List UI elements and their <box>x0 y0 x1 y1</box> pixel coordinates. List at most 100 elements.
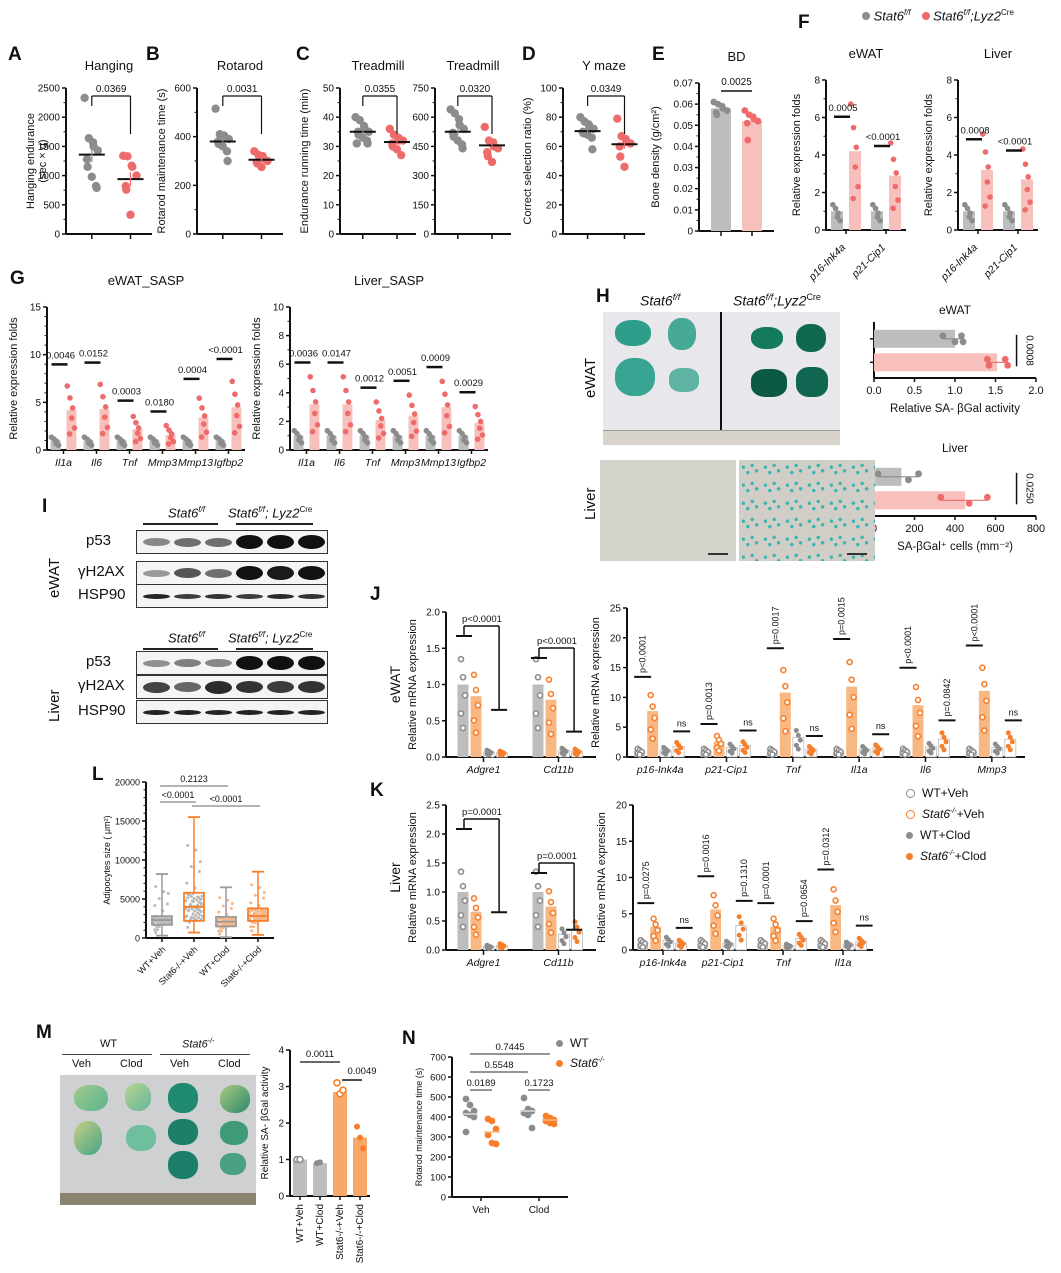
blot-band <box>236 709 263 715</box>
data-point <box>439 378 446 385</box>
data-point <box>463 440 470 446</box>
data-point <box>984 179 991 185</box>
legend-item: Stat6-/- <box>556 1056 605 1070</box>
data-point <box>231 430 238 436</box>
panel-label-g: G <box>10 268 25 289</box>
data-point <box>937 493 945 501</box>
bar <box>333 1091 347 1196</box>
bar <box>874 353 998 372</box>
data-point <box>373 399 380 405</box>
category-label: Mmp3 <box>148 457 177 469</box>
y-tick-label: 6 <box>278 360 284 371</box>
data-point <box>769 751 776 758</box>
data-point <box>981 727 988 734</box>
data-point <box>832 928 839 936</box>
data-point <box>1027 199 1033 205</box>
data-point <box>457 868 465 876</box>
blot-protein-label: p53 <box>86 532 112 549</box>
data-point <box>486 752 492 758</box>
data-point <box>68 415 75 421</box>
data-point <box>184 899 188 903</box>
data-point <box>200 894 204 898</box>
bar <box>830 905 841 950</box>
legend-item: Stat6-/-+Veh <box>906 807 984 821</box>
data-point <box>123 152 132 161</box>
data-point <box>895 197 901 203</box>
data-point <box>964 205 971 212</box>
blot-band <box>267 566 294 580</box>
category-label: Clod <box>529 1205 550 1216</box>
data-point <box>877 217 883 224</box>
data-point <box>474 701 482 709</box>
p-value: 0.0011 <box>306 1049 334 1060</box>
data-point <box>195 898 199 902</box>
data-point <box>187 909 191 913</box>
category-label: Stat6-/-+Veh <box>335 1204 346 1260</box>
p-value: 0.2123 <box>180 774 208 784</box>
blot-protein-label: HSP90 <box>78 586 126 603</box>
y-tick-label: 4 <box>946 151 952 162</box>
data-point <box>100 393 106 400</box>
blot-band <box>174 537 201 547</box>
data-point <box>191 912 195 916</box>
data-point <box>830 886 837 893</box>
m-liver-photo <box>60 1075 256 1205</box>
category-label: p16-Ink4a <box>636 764 684 776</box>
data-point <box>226 898 230 902</box>
bar <box>532 892 544 950</box>
x-axis-label: SA-βGal⁺ cells (mm⁻²) <box>897 541 1013 553</box>
data-point <box>528 1124 536 1132</box>
blot-band <box>205 537 232 547</box>
data-point <box>797 737 803 743</box>
y-tick-label: 0 <box>35 446 41 457</box>
y-tick-label: 2.0 <box>426 608 440 619</box>
category-label: Il6 <box>91 457 102 469</box>
data-point <box>858 944 864 950</box>
data-point <box>462 1095 470 1103</box>
y-tick-label: 6 <box>946 113 952 124</box>
legend-marker <box>906 853 913 861</box>
bar <box>309 404 320 450</box>
legend-marker <box>906 832 913 840</box>
data-point <box>459 923 467 931</box>
y-tick-label: 10000 <box>115 856 140 866</box>
data-point <box>344 410 351 417</box>
data-point <box>470 895 478 902</box>
blot-band <box>236 656 263 670</box>
data-point <box>252 925 255 929</box>
legend-marker <box>906 810 915 820</box>
legend-ko-sup: f/f <box>963 8 971 17</box>
data-point <box>154 931 158 935</box>
p-value: 0.0008 <box>1024 335 1035 366</box>
data-point <box>229 907 233 911</box>
p-value: 0.0012 <box>355 374 384 385</box>
data-point <box>987 194 993 200</box>
y-tick-label: 700 <box>430 1053 446 1064</box>
data-point <box>197 869 201 873</box>
data-point <box>250 883 254 887</box>
blot-group-label: Stat6f/f; Lyz2Cre <box>228 630 313 646</box>
p-value: p=0.0842 <box>942 679 952 717</box>
blot-group-label: Stat6f/f <box>168 505 206 521</box>
data-point <box>782 682 789 690</box>
data-point <box>470 671 478 679</box>
data-point <box>197 916 200 920</box>
y-tick-label: 600 <box>430 1073 446 1084</box>
blot-strip <box>136 700 328 724</box>
bar <box>978 690 990 757</box>
blot-group-line <box>143 648 218 650</box>
data-point <box>848 101 854 107</box>
data-point <box>307 373 314 380</box>
p-value: 0.0036 <box>289 348 318 359</box>
data-point <box>798 942 804 948</box>
panel-label-h: H <box>596 286 610 307</box>
data-point <box>193 917 197 921</box>
data-point <box>713 111 721 119</box>
p-value: 0.0152 <box>79 349 108 360</box>
data-point <box>314 422 321 428</box>
data-point <box>620 162 629 172</box>
blot-band <box>205 709 232 715</box>
p-value: 0.0180 <box>145 397 174 408</box>
y-tick-label: 40 <box>323 113 335 124</box>
data-point <box>744 136 752 144</box>
